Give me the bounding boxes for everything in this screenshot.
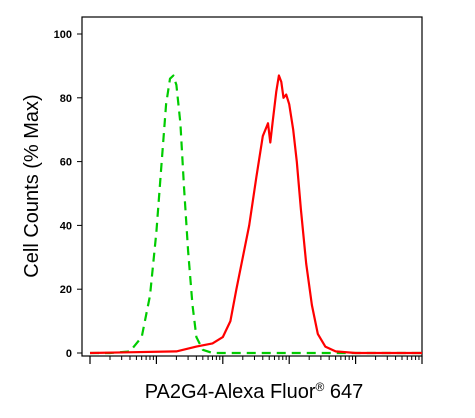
series-layer: [89, 74, 422, 355]
y-tick-label: 100: [54, 29, 72, 41]
x-axis-title-main: PA2G4-Alexa Fluor: [145, 381, 316, 403]
y-axis-title: Cell Counts (% Max): [21, 94, 43, 277]
y-tick-label: 80: [60, 93, 72, 105]
plot-frame: [81, 16, 423, 357]
x-axis-title: PA2G4-Alexa Fluor® 647: [145, 380, 364, 403]
y-axis-ticks: 0 20 40 60 80 100: [54, 29, 82, 360]
y-tick-label: 60: [60, 157, 72, 169]
x-axis-title-suffix: 647: [324, 381, 363, 403]
y-tick-label: 40: [60, 220, 72, 232]
y-tick-label: 20: [60, 284, 72, 296]
x-axis-ticks: [89, 356, 423, 364]
y-tick-label: 0: [66, 348, 72, 360]
x-axis-title-registered: ®: [316, 380, 325, 394]
series-line-2: [89, 74, 422, 355]
series-line-1: [90, 74, 422, 355]
